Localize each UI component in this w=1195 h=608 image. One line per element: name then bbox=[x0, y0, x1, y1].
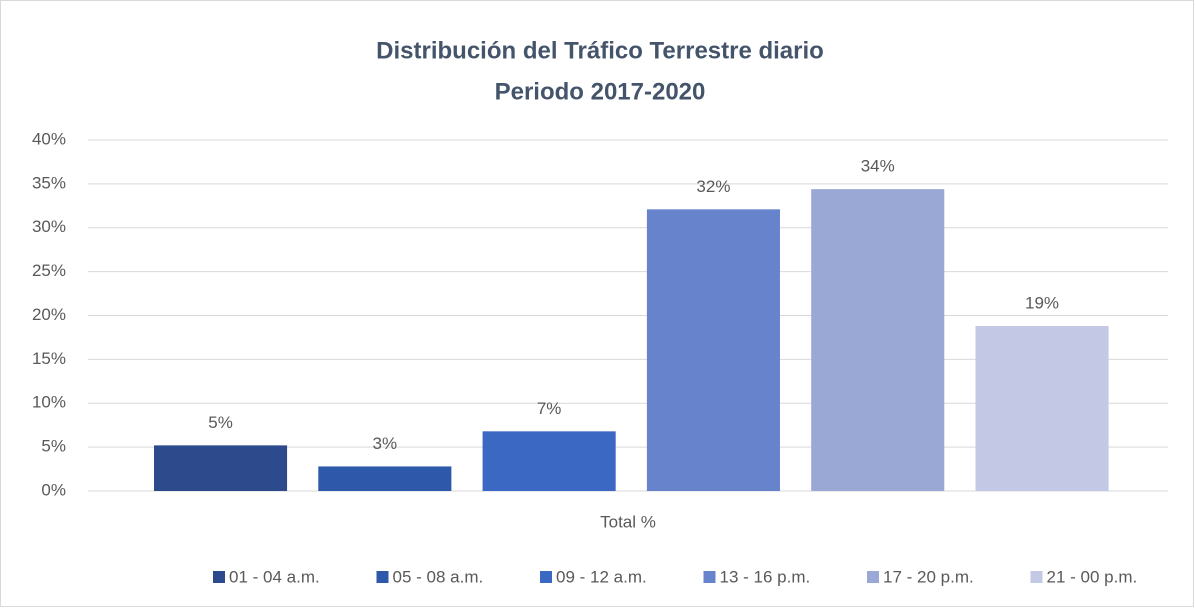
legend-label: 17 - 20 p.m. bbox=[883, 567, 974, 586]
bar bbox=[318, 466, 452, 491]
y-tick-label: 25% bbox=[32, 261, 66, 280]
data-label: 7% bbox=[537, 399, 562, 418]
legend-swatch bbox=[213, 571, 225, 583]
legend-label: 13 - 16 p.m. bbox=[720, 567, 811, 586]
legend-label: 05 - 08 a.m. bbox=[393, 567, 484, 586]
data-label: 32% bbox=[696, 177, 730, 196]
data-label: 3% bbox=[373, 434, 398, 453]
legend-label: 09 - 12 a.m. bbox=[556, 567, 647, 586]
legend-label: 01 - 04 a.m. bbox=[229, 567, 320, 586]
y-tick-label: 40% bbox=[32, 129, 66, 148]
legend-label: 21 - 00 p.m. bbox=[1047, 567, 1138, 586]
bar bbox=[646, 209, 780, 491]
chart-subtitle: Periodo 2017-2020 bbox=[495, 78, 706, 105]
data-label: 34% bbox=[861, 157, 895, 176]
x-tick-label: Total % bbox=[600, 512, 656, 531]
legend-swatch bbox=[1030, 571, 1043, 583]
legend-swatch bbox=[867, 571, 879, 583]
data-label: 5% bbox=[208, 413, 233, 432]
bar bbox=[482, 431, 616, 491]
y-tick-label: 15% bbox=[32, 349, 66, 368]
data-label: 19% bbox=[1025, 294, 1059, 313]
y-tick-label: 30% bbox=[32, 217, 66, 236]
y-tick-label: 10% bbox=[32, 393, 66, 412]
chart-title: Distribución del Tráfico Terrestre diari… bbox=[376, 37, 824, 64]
y-tick-label: 0% bbox=[41, 480, 66, 499]
legend-swatch bbox=[376, 571, 389, 583]
y-tick-label: 5% bbox=[41, 437, 66, 456]
y-tick-label: 35% bbox=[32, 173, 66, 192]
bar bbox=[154, 445, 288, 491]
bar bbox=[975, 326, 1109, 491]
y-tick-label: 20% bbox=[32, 305, 66, 324]
legend-swatch bbox=[540, 571, 552, 583]
legend-swatch bbox=[703, 571, 716, 583]
bar bbox=[811, 189, 945, 491]
